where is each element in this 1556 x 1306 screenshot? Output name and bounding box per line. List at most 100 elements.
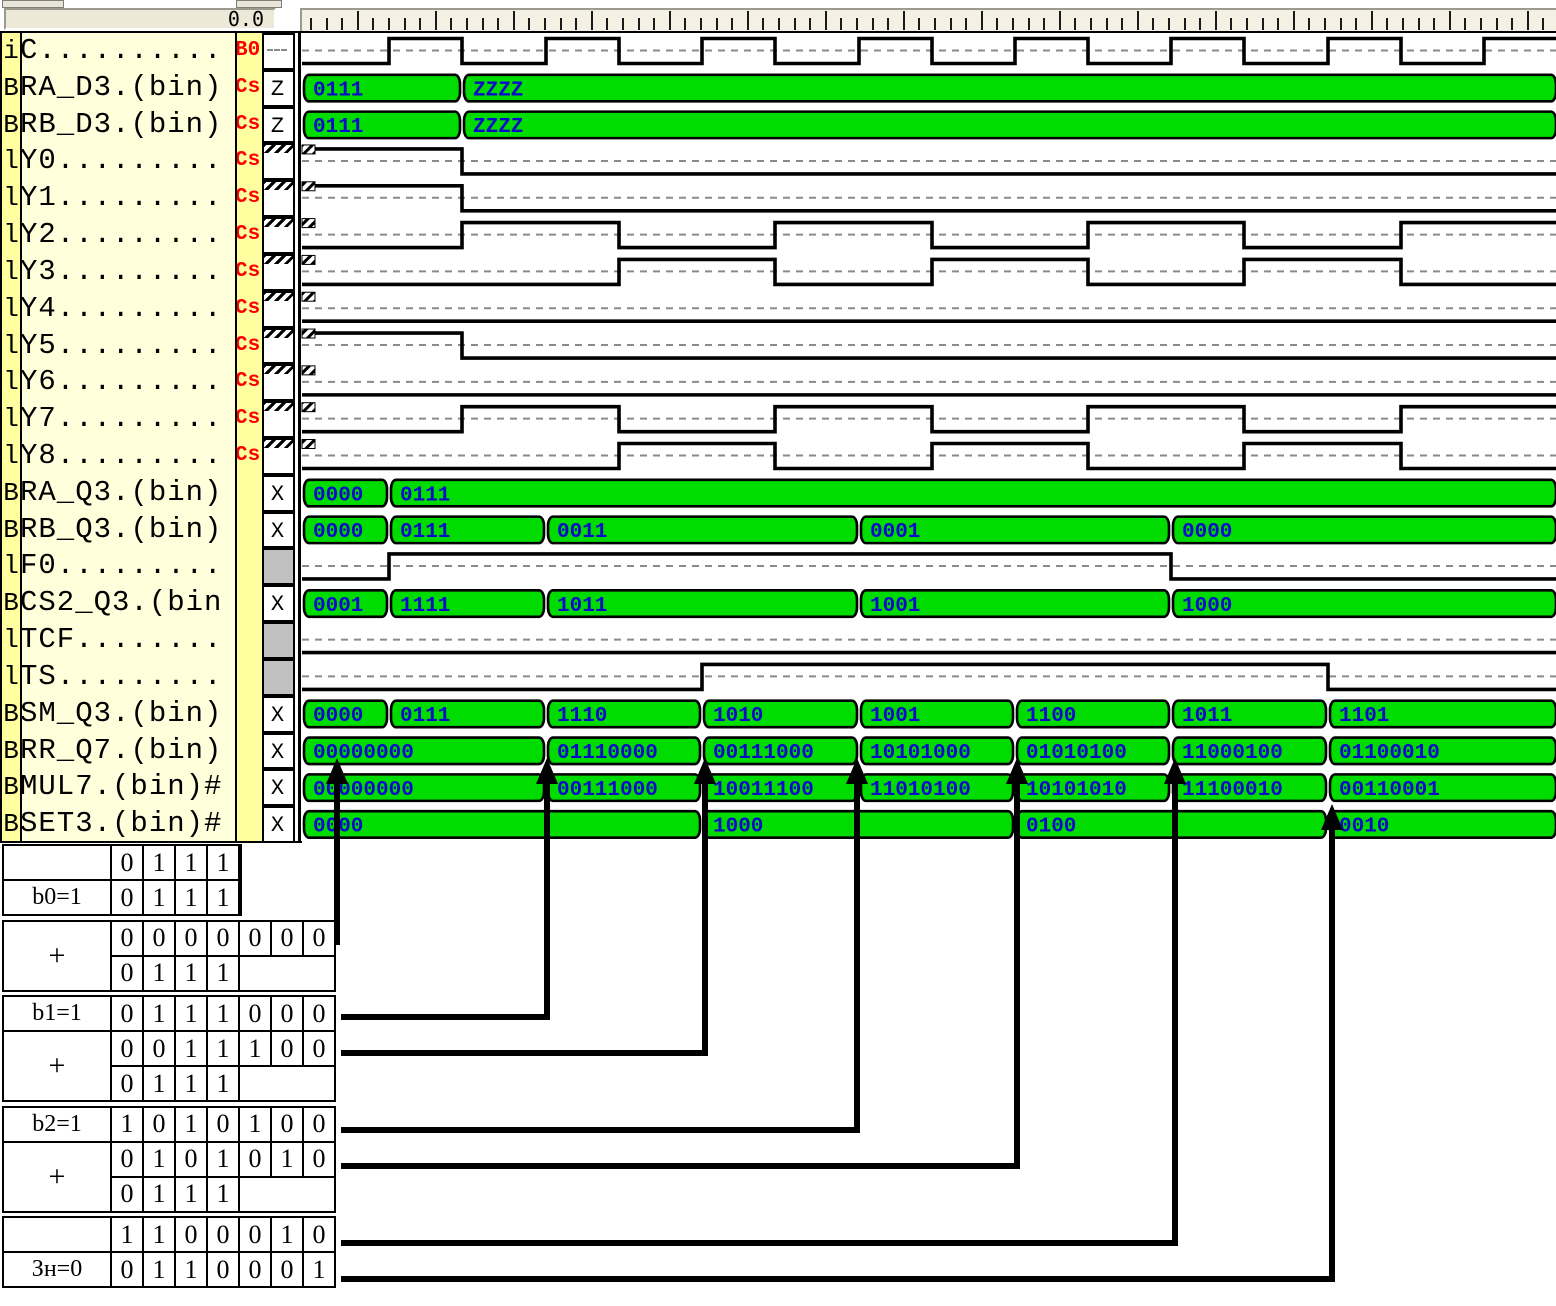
panel-border xyxy=(0,31,1556,33)
signal-name-label[interactable]: Y7......... xyxy=(20,401,235,438)
signal-name-label[interactable]: Y1......... xyxy=(20,180,235,218)
signal-state-box: X xyxy=(262,732,293,770)
ruler-minor-tick xyxy=(715,18,718,30)
signal-row-y7[interactable]: l Y7......... Cs xyxy=(0,401,300,438)
signal-row-y6[interactable]: l Y6......... Cs xyxy=(0,364,300,402)
signal-name-label[interactable]: Y8......... xyxy=(20,438,235,475)
bus-value-label: 01110000 xyxy=(557,742,658,765)
worktable-empty-cell xyxy=(238,879,242,916)
signal-row-tcf[interactable]: l TCF........ xyxy=(0,622,300,659)
signal-name-label[interactable]: MUL7.(bin)# xyxy=(20,769,235,807)
ruler-major-tick xyxy=(512,11,515,30)
ruler-major-tick xyxy=(1370,11,1373,30)
signal-row-set3(bin)#[interactable]: B SET3.(bin)# X xyxy=(0,806,300,843)
dash-state-icon xyxy=(266,48,287,51)
ruler-major-tick xyxy=(356,11,359,30)
signal-row-y2[interactable]: l Y2......... Cs xyxy=(0,217,300,254)
worktable-empty-cell xyxy=(238,1175,336,1213)
signal-name-label[interactable]: C.......... xyxy=(20,33,235,70)
worktable-bit-cell: 1 xyxy=(110,1105,144,1143)
signal-row-c[interactable]: i C.......... B0 xyxy=(0,33,300,70)
signal-row-ra_d3(bin)[interactable]: B RA_D3.(bin) Cs Z xyxy=(0,69,300,107)
bus-value-label: 01100010 xyxy=(1339,742,1440,765)
signal-row-ts[interactable]: l TS......... xyxy=(0,658,300,696)
signal-name-label[interactable]: Y6......... xyxy=(20,364,235,402)
bus-value-label: 0010 xyxy=(1339,816,1389,839)
signal-name-label[interactable]: RA_Q3.(bin) xyxy=(20,474,235,512)
bus-value-label: 00000000 xyxy=(313,779,414,802)
signal-row-rb_d3(bin)[interactable]: B RB_D3.(bin) Cs Z xyxy=(0,106,300,144)
hatch-state-icon xyxy=(262,440,293,448)
signal-row-cs2_q3(bin[interactable]: B CS2_Q3.(bin X xyxy=(0,585,300,623)
bus-value-label: 1000 xyxy=(713,816,763,839)
ruler-minor-tick xyxy=(481,18,484,30)
worktable-bit-cell: 0 xyxy=(206,919,240,957)
signal-row-ra_q3(bin)[interactable]: B RA_Q3.(bin) X xyxy=(0,474,300,512)
ruler-minor-tick xyxy=(1230,18,1233,30)
bus-value-label: 00110001 xyxy=(1339,779,1440,802)
signal-row-y0[interactable]: l Y0......... Cs xyxy=(0,143,300,181)
worktable-row: b1=1 0 1 1 1 0 0 0 xyxy=(2,995,336,1032)
signal-row-y8[interactable]: l Y8......... Cs xyxy=(0,438,300,475)
header-handle-left[interactable] xyxy=(2,0,64,8)
worktable-row-label xyxy=(2,844,112,881)
worktable-bit-cell: 0 xyxy=(174,1140,208,1178)
signal-name-label[interactable]: Y0......... xyxy=(20,143,235,181)
worktable-bit-cell: 0 xyxy=(302,1216,336,1253)
signal-row-y4[interactable]: l Y4......... Cs xyxy=(0,290,300,328)
signal-row-y3[interactable]: l Y3......... Cs xyxy=(0,253,300,291)
signal-name-label[interactable]: RA_D3.(bin) xyxy=(20,69,235,107)
signal-name-label[interactable]: RB_Q3.(bin) xyxy=(20,511,235,549)
worktable-bit-cell: 0 xyxy=(302,1105,336,1143)
bus-segment xyxy=(1328,736,1556,766)
signal-row-y5[interactable]: l Y5......... Cs xyxy=(0,327,300,365)
signal-name-label[interactable]: Y2......... xyxy=(20,217,235,254)
signal-state-box xyxy=(262,364,293,402)
worktable-bit-cell: 0 xyxy=(142,919,176,957)
ruler-minor-tick xyxy=(1417,18,1420,30)
signal-name-label[interactable]: SET3.(bin)# xyxy=(20,806,235,843)
signal-name-label[interactable]: Y3......... xyxy=(20,253,235,291)
signal-name-label[interactable]: TS......... xyxy=(20,658,235,696)
signal-name-label[interactable]: SM_Q3.(bin) xyxy=(20,695,235,733)
signal-state-box: X xyxy=(262,511,293,549)
ruler-minor-tick xyxy=(965,18,968,30)
signal-name-label[interactable]: RB_D3.(bin) xyxy=(20,106,235,144)
signal-row-y1[interactable]: l Y1......... Cs xyxy=(0,180,300,218)
signal-row-f0[interactable]: l F0......... xyxy=(0,548,300,586)
signal-row-mul7(bin)#[interactable]: B MUL7.(bin)# X xyxy=(0,769,300,807)
signal-name-label[interactable]: TCF........ xyxy=(20,622,235,659)
ruler-minor-tick xyxy=(544,18,546,30)
worktable-group: 1 1 0 0 0 1 0 Зн=0 0 1 1 0 0 0 1 xyxy=(2,1216,336,1288)
worktable-bit-cell: 1 xyxy=(206,1030,240,1067)
ruler-major-tick xyxy=(1526,11,1529,30)
bus-segment xyxy=(1015,736,1171,766)
signal-name-label[interactable]: CS2_Q3.(bin xyxy=(20,585,235,623)
ruler-minor-tick xyxy=(1105,18,1108,30)
header-handle-right[interactable] xyxy=(236,0,282,8)
signal-row-sm_q3(bin)[interactable]: B SM_Q3.(bin) X xyxy=(0,695,300,733)
result-connector-line xyxy=(341,778,860,1133)
worktable-bit-cell: 1 xyxy=(142,1175,176,1213)
signal-row-rb_q3(bin)[interactable]: B RB_Q3.(bin) X xyxy=(0,511,300,549)
signal-type-label: B xyxy=(2,69,20,107)
bus-value-label: 01010100 xyxy=(1026,742,1127,765)
worktable-row-label: b0=1 xyxy=(2,879,112,916)
worktable-empty-cell xyxy=(238,1065,336,1102)
bus-value-label: 0011 xyxy=(557,521,607,544)
signal-name-label[interactable]: Y4......... xyxy=(20,290,235,328)
signal-state-box xyxy=(262,33,293,70)
ruler-minor-tick xyxy=(637,18,640,30)
signal-name-label[interactable]: Y5......... xyxy=(20,327,235,365)
signal-name-label[interactable]: F0......... xyxy=(20,548,235,586)
hatch-state-icon xyxy=(262,219,293,228)
signal-row-rr_q7(bin)[interactable]: B RR_Q7.(bin) X xyxy=(0,732,300,770)
ruler-minor-tick xyxy=(528,18,531,30)
signal-source-flag: Cs xyxy=(235,217,262,254)
signal-name-label[interactable]: RR_Q7.(bin) xyxy=(20,732,235,770)
worktable-bit-cell: 1 xyxy=(206,1140,240,1178)
timeline-ruler[interactable] xyxy=(300,8,1556,33)
worktable-empty-cell xyxy=(238,844,242,881)
bus-value-label: 0111 xyxy=(313,116,363,139)
